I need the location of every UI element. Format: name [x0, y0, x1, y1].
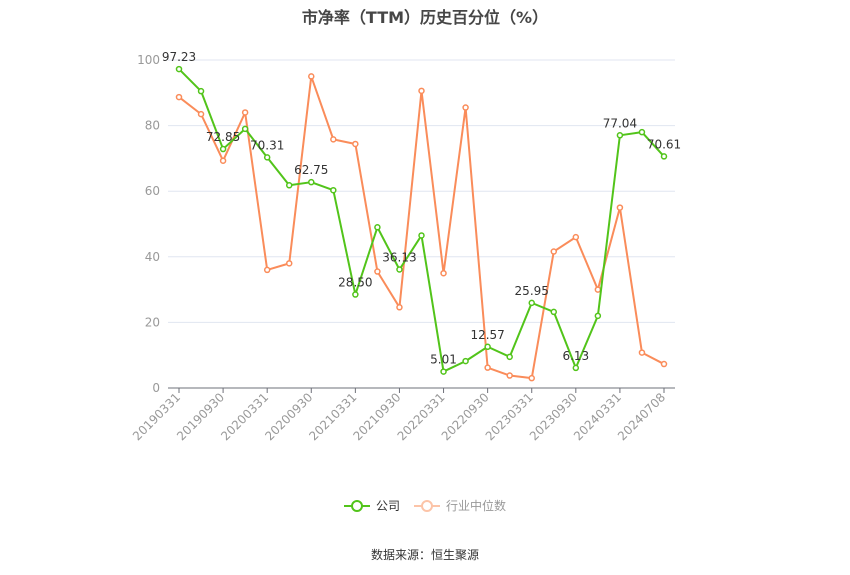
data-point[interactable]	[462, 357, 469, 365]
industry-line-icon	[414, 499, 440, 512]
data-point[interactable]	[197, 87, 205, 95]
data-point[interactable]	[418, 232, 425, 239]
data-label: 70.31	[250, 138, 284, 152]
company-line-icon	[343, 499, 370, 512]
data-point[interactable]	[506, 353, 513, 361]
data-label: 5.01	[430, 353, 457, 367]
company-series-line	[178, 68, 665, 373]
data-point[interactable]	[175, 93, 183, 101]
data-point[interactable]	[440, 368, 447, 375]
data-point[interactable]	[396, 304, 403, 311]
data-point[interactable]	[219, 157, 227, 164]
data-label: 97.23	[162, 50, 196, 64]
data-point[interactable]	[374, 268, 381, 275]
x-tick-label: 20240708	[615, 390, 668, 443]
legend-item-industry[interactable]: 行业中位数	[414, 497, 506, 514]
data-point[interactable]	[352, 291, 359, 298]
data-point[interactable]	[594, 286, 602, 293]
data-point[interactable]	[285, 260, 293, 267]
data-point[interactable]	[352, 140, 359, 148]
data-label: 70.61	[647, 137, 681, 151]
data-point[interactable]	[550, 308, 558, 316]
data-label: 36.13	[382, 250, 416, 264]
data-point[interactable]	[528, 299, 535, 307]
data-point[interactable]	[616, 132, 624, 139]
y-tick-label: 80	[145, 119, 160, 133]
data-label: 28.50	[338, 276, 372, 290]
y-tick-label: 40	[145, 250, 160, 264]
data-point[interactable]	[660, 360, 668, 368]
data-point[interactable]	[263, 266, 271, 274]
legend-label-company: 公司	[375, 499, 400, 513]
data-point[interactable]	[263, 154, 271, 161]
data-label: 6.13	[562, 349, 589, 363]
legend: 公司 行业中位数	[0, 497, 850, 514]
data-source: 数据来源：恒生聚源	[370, 548, 479, 562]
data-point[interactable]	[197, 110, 205, 118]
data-point[interactable]	[219, 145, 227, 153]
data-point[interactable]	[330, 136, 337, 143]
data-point[interactable]	[572, 233, 580, 241]
data-point[interactable]	[308, 178, 315, 186]
data-point[interactable]	[638, 349, 646, 356]
data-label: 25.95	[515, 284, 549, 298]
data-point[interactable]	[440, 269, 447, 277]
y-tick-label: 100	[137, 53, 160, 67]
y-tick-label: 0	[152, 381, 160, 395]
data-point[interactable]	[285, 182, 293, 189]
line-chart: 0204060801002019033120190930202003312020…	[130, 50, 681, 443]
y-tick-label: 20	[145, 315, 160, 329]
data-label: 62.75	[294, 163, 328, 177]
data-point[interactable]	[308, 73, 315, 80]
data-point[interactable]	[396, 266, 403, 273]
data-point[interactable]	[572, 364, 580, 372]
chart-title: 市净率（TTM）历史百分位（%）	[301, 8, 549, 27]
data-point[interactable]	[374, 224, 381, 231]
data-point[interactable]	[330, 186, 337, 194]
legend-label-industry: 行业中位数	[446, 499, 507, 513]
data-point[interactable]	[462, 104, 469, 111]
data-point[interactable]	[241, 109, 249, 116]
data-point[interactable]	[528, 374, 535, 382]
y-tick-label: 60	[145, 184, 160, 198]
data-point[interactable]	[506, 372, 513, 379]
data-point[interactable]	[550, 248, 558, 255]
data-label: 12.57	[470, 328, 504, 342]
data-point[interactable]	[418, 87, 425, 95]
data-label: 72.85	[206, 130, 240, 144]
data-point[interactable]	[660, 153, 668, 160]
data-point[interactable]	[484, 364, 491, 371]
data-point[interactable]	[484, 343, 491, 351]
data-point[interactable]	[638, 128, 646, 136]
legend-item-company[interactable]: 公司	[343, 497, 400, 514]
data-point[interactable]	[175, 65, 183, 73]
data-point[interactable]	[616, 204, 624, 211]
data-point[interactable]	[594, 312, 602, 320]
data-label: 77.04	[603, 116, 637, 130]
data-point[interactable]	[241, 125, 249, 133]
